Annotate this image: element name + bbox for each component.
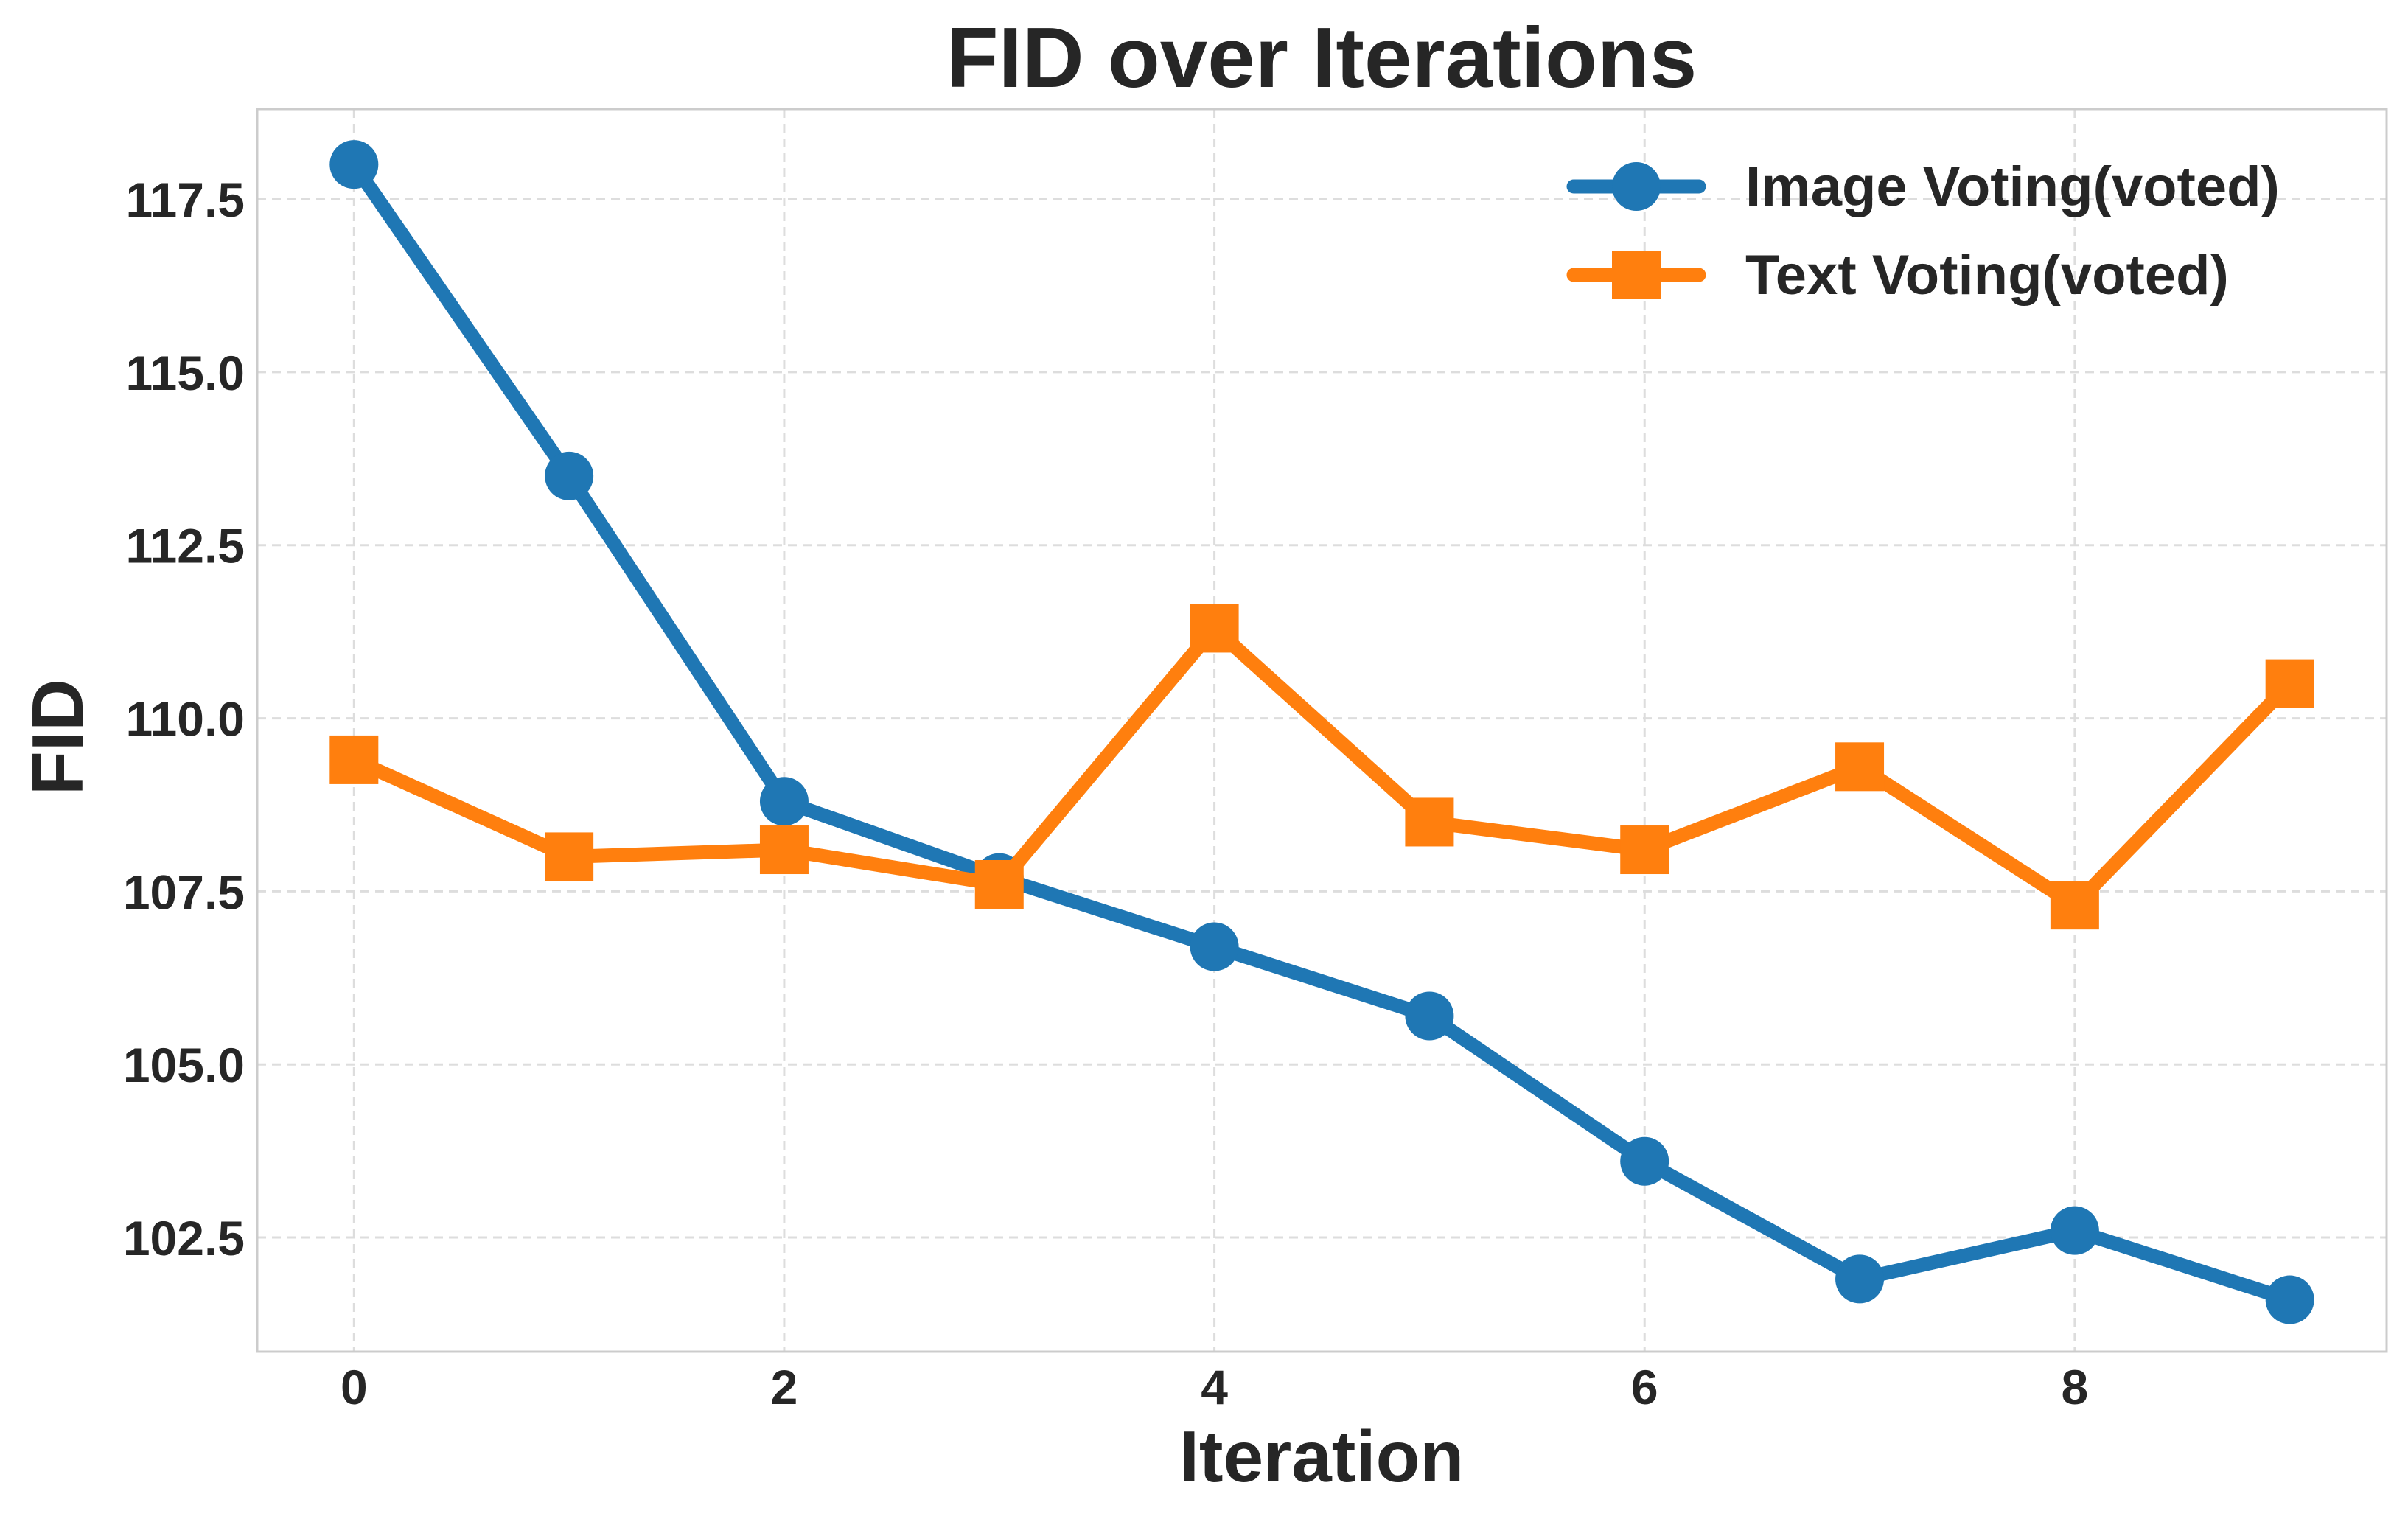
data-point-image-voting [1835, 1254, 1885, 1304]
y-tick-label: 112.5 [125, 519, 245, 573]
y-tick-label: 115.0 [125, 346, 245, 400]
data-point-text-voting [545, 832, 594, 881]
y-tick-label: 107.5 [123, 865, 245, 919]
data-point-image-voting [2265, 1275, 2314, 1324]
data-point-text-voting [2265, 659, 2314, 708]
plot-frame [256, 108, 2388, 1353]
data-point-text-voting [329, 735, 379, 784]
legend-label-image-voting: Image Voting(voted) [1745, 156, 2280, 218]
data-point-text-voting [759, 825, 809, 875]
chart-title: FID over Iterations [946, 10, 1697, 105]
x-tick-label: 6 [1631, 1360, 1658, 1414]
legend-marker-image-voting [1612, 162, 1661, 211]
data-point-image-voting [1620, 1136, 1669, 1186]
data-point-image-voting [2050, 1206, 2099, 1255]
y-tick-label: 105.0 [123, 1038, 245, 1092]
legend-marker-text-voting [1612, 251, 1661, 299]
legend: Image Voting(voted) Text Voting(voted) [1566, 156, 2280, 307]
legend-label-text-voting: Text Voting(voted) [1745, 244, 2229, 307]
legend-entry-image-voting: Image Voting(voted) [1566, 156, 2280, 218]
data-point-text-voting [1405, 797, 1454, 847]
data-point-text-voting [2050, 881, 2099, 930]
data-point-image-voting [1405, 991, 1454, 1041]
x-tick-label: 0 [341, 1360, 368, 1414]
y-tick-label: 102.5 [123, 1211, 245, 1265]
data-point-image-voting [545, 451, 594, 500]
x-tick-label: 2 [771, 1360, 798, 1414]
data-point-image-voting [329, 140, 379, 189]
y-axis-label: FID [17, 679, 98, 795]
data-point-image-voting [1190, 922, 1239, 971]
data-point-image-voting [759, 777, 809, 826]
legend-entry-text-voting: Text Voting(voted) [1566, 244, 2229, 307]
data-point-text-voting [1190, 604, 1239, 653]
tick-labels: 0 2 4 6 8 102.5 105.0 107.5 110.0 112.5 115.0 117.5 [123, 172, 2088, 1414]
data-point-text-voting [974, 859, 1024, 909]
y-tick-label: 117.5 [125, 172, 245, 227]
x-tick-label: 4 [1201, 1360, 1228, 1414]
x-tick-label: 8 [2062, 1360, 2089, 1414]
x-axis-label: Iteration [1179, 1416, 1465, 1497]
series-layer [329, 140, 2314, 1324]
data-point-text-voting [1835, 742, 1885, 792]
y-tick-label: 110.0 [125, 692, 245, 747]
data-point-text-voting [1620, 825, 1669, 875]
series-line-image-voting [346, 157, 2297, 1307]
series-line-text-voting [346, 621, 2297, 912]
